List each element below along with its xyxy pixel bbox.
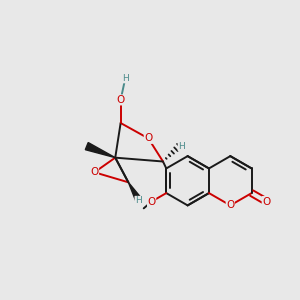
- Text: H: H: [135, 196, 142, 205]
- Polygon shape: [85, 142, 115, 158]
- Text: O: O: [262, 196, 270, 206]
- Text: H: H: [178, 142, 185, 151]
- Text: O: O: [116, 95, 125, 105]
- Text: O: O: [226, 200, 234, 210]
- Text: O: O: [148, 196, 156, 206]
- Text: O: O: [90, 167, 99, 177]
- Text: H: H: [122, 74, 129, 83]
- Text: O: O: [144, 134, 152, 143]
- Polygon shape: [128, 182, 141, 201]
